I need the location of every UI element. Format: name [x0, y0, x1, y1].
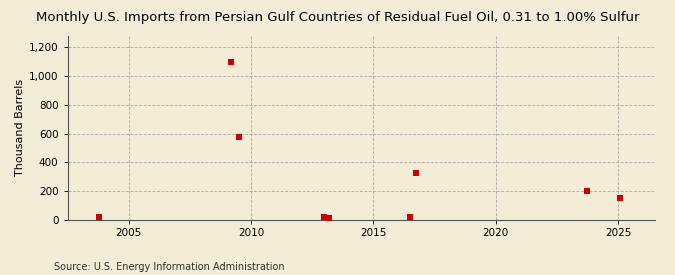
Text: Source: U.S. Energy Information Administration: Source: U.S. Energy Information Administ…	[54, 262, 285, 272]
Point	[324, 216, 335, 220]
Point	[404, 215, 415, 220]
Point	[411, 171, 422, 175]
Point	[226, 60, 237, 65]
Point	[234, 135, 244, 139]
Point	[615, 196, 626, 200]
Point	[319, 214, 330, 219]
Point	[94, 215, 105, 220]
Y-axis label: Thousand Barrels: Thousand Barrels	[15, 79, 25, 177]
Point	[582, 189, 593, 193]
Text: Monthly U.S. Imports from Persian Gulf Countries of Residual Fuel Oil, 0.31 to 1: Monthly U.S. Imports from Persian Gulf C…	[36, 11, 639, 24]
